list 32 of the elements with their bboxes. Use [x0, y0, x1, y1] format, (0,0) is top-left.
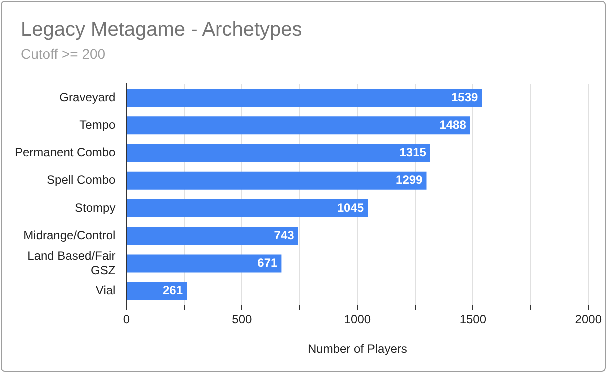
bar	[127, 200, 368, 218]
data-label: 671	[258, 256, 278, 270]
data-label: 1315	[400, 146, 427, 160]
x-tick-label: 500	[232, 312, 253, 327]
y-tick-label: Midrange/Control	[24, 228, 116, 242]
x-tick-label: 1000	[344, 312, 372, 327]
y-tick-label: Spell Combo	[47, 173, 116, 188]
bar	[127, 89, 482, 107]
data-label: 1045	[337, 200, 364, 215]
data-label: 261	[162, 284, 184, 298]
y-tick-label: Vial	[96, 284, 116, 298]
bar	[127, 172, 427, 190]
y-tick-label: Permanent Combo	[15, 146, 116, 160]
y-tick-label: Tempo	[80, 118, 116, 132]
bar	[127, 116, 470, 135]
data-label: 1539	[451, 90, 478, 104]
x-tick-label: 0	[123, 312, 130, 327]
chart-subtitle: Cutoff >= 200	[21, 46, 106, 62]
data-label: 1299	[396, 173, 424, 188]
x-tick-label: 1500	[460, 312, 487, 327]
bar	[127, 144, 430, 162]
x-axis-title: Number of Players	[308, 342, 408, 356]
data-label: 743	[274, 228, 295, 242]
data-label: 1488	[440, 118, 467, 132]
y-tick-label: Graveyard	[60, 90, 116, 104]
y-tick-label: Land Based/Fair GSZ	[28, 248, 116, 278]
bar	[127, 254, 282, 273]
y-tick-label: Stompy	[75, 200, 116, 215]
bar	[127, 227, 298, 246]
x-tick-label: 2000	[575, 312, 602, 327]
bar	[127, 282, 187, 300]
chart-title: Legacy Metagame - Archetypes	[21, 19, 302, 42]
